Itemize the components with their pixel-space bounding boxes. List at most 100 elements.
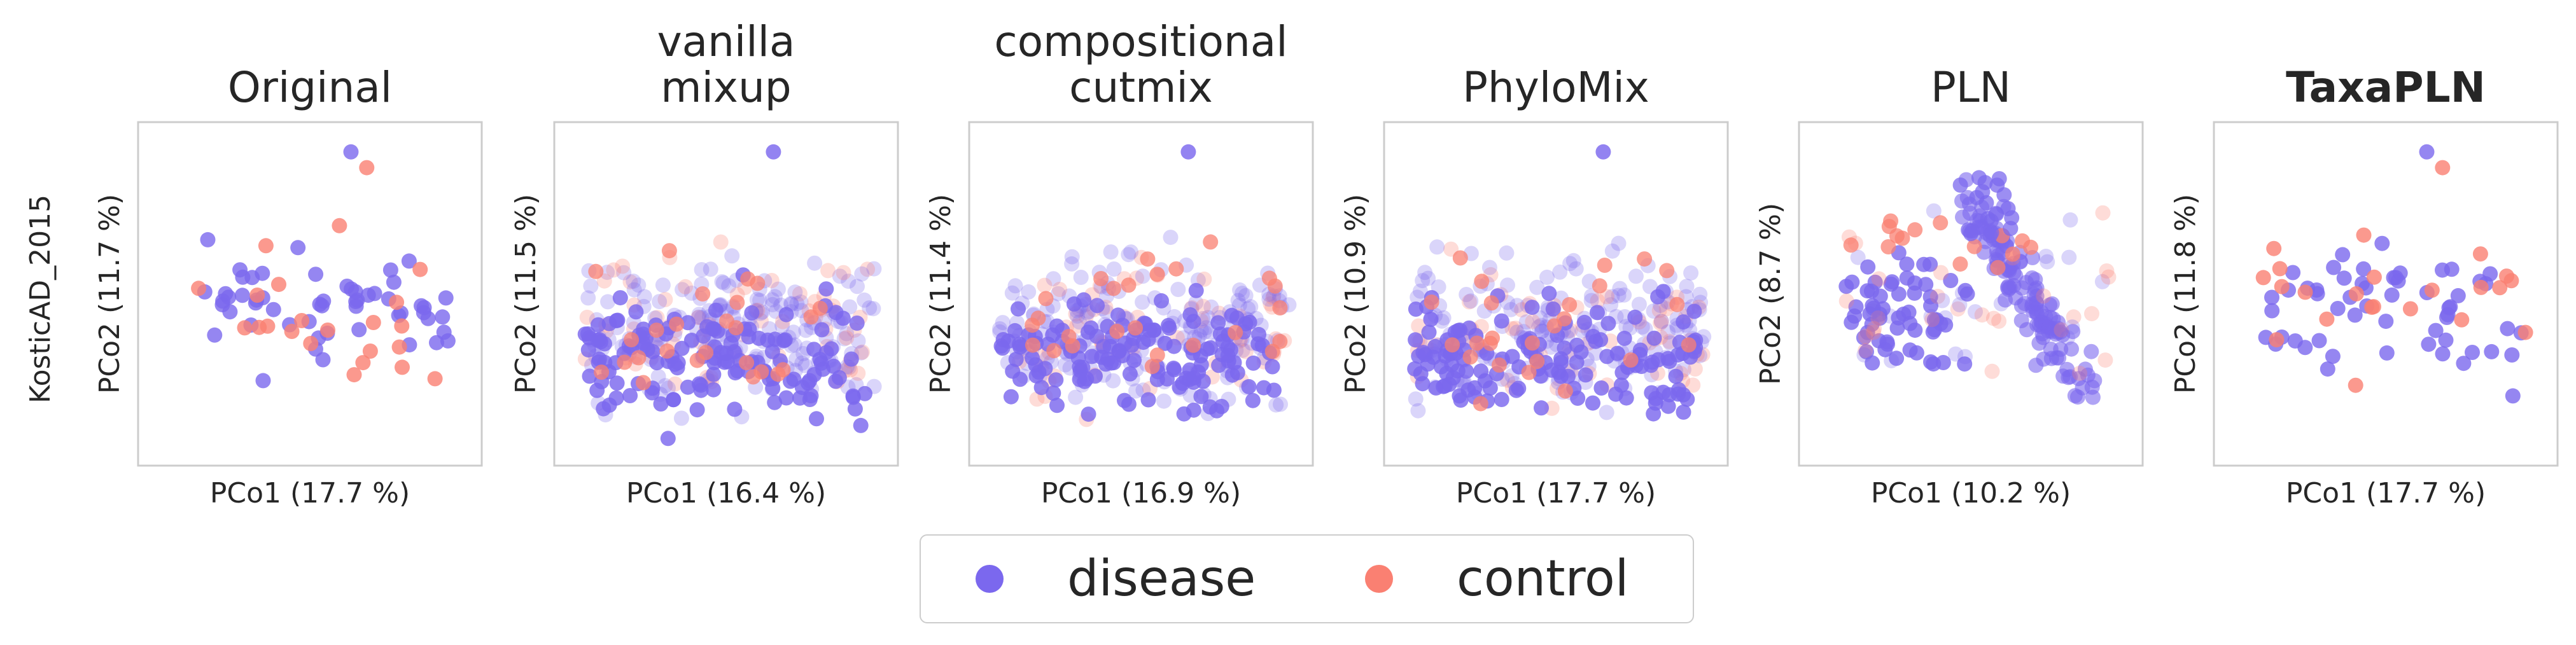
point-disease xyxy=(1676,404,1691,420)
point-control xyxy=(1149,267,1165,282)
point-disease xyxy=(1046,385,1061,401)
point-disease xyxy=(1066,296,1082,312)
legend-label-disease: disease xyxy=(1067,550,1256,607)
point-control xyxy=(1128,320,1144,336)
point-control xyxy=(1483,295,1499,311)
point-control xyxy=(365,315,381,330)
point-disease xyxy=(1224,307,1240,323)
point-disease xyxy=(1240,301,1256,317)
point-disease xyxy=(1604,289,1620,305)
point-control xyxy=(1952,256,1968,272)
point-disease xyxy=(847,401,863,417)
point-control xyxy=(1590,293,1606,309)
point-disease xyxy=(1447,324,1463,340)
point-disease xyxy=(1215,333,1231,349)
point-disease xyxy=(1089,298,1105,314)
point-control xyxy=(2424,282,2440,298)
point-disease xyxy=(2038,309,2054,324)
point-disease xyxy=(1126,352,1142,368)
point-control xyxy=(1681,337,1697,353)
point-disease xyxy=(589,382,605,398)
point-disease xyxy=(1504,349,1520,364)
point-disease xyxy=(2087,373,2103,389)
point-control xyxy=(1871,271,1887,287)
legend: disease control xyxy=(920,534,1694,623)
point-disease xyxy=(691,307,707,322)
point-control xyxy=(588,263,604,279)
point-disease xyxy=(845,388,861,404)
point-control xyxy=(362,343,378,359)
point-control xyxy=(1687,361,1703,377)
point-disease xyxy=(2044,296,2060,312)
point-disease xyxy=(1952,297,1968,313)
point-disease xyxy=(1411,348,1427,364)
point-control xyxy=(1474,274,1490,289)
point-disease xyxy=(2356,261,2372,277)
point-disease xyxy=(1238,316,1254,331)
point-control xyxy=(2356,227,2372,243)
point-disease xyxy=(787,284,803,300)
point-control xyxy=(661,243,677,259)
point-disease xyxy=(1883,276,1899,292)
point-disease xyxy=(636,289,652,305)
point-control xyxy=(1651,303,1667,318)
point-control xyxy=(1195,298,1211,314)
point-disease xyxy=(2465,345,2480,360)
point-disease xyxy=(2004,210,2020,226)
point-disease xyxy=(794,355,810,371)
point-disease xyxy=(1156,393,1172,409)
point-disease xyxy=(1553,354,1569,370)
point-disease xyxy=(760,332,776,348)
point-control xyxy=(1491,357,1507,373)
point-disease xyxy=(684,332,699,348)
panel-title: compositional xyxy=(994,17,1287,66)
point-control xyxy=(1525,314,1541,329)
point-disease xyxy=(1954,285,1970,301)
point-control xyxy=(689,352,705,368)
point-disease xyxy=(1163,230,1179,246)
point-disease xyxy=(2085,389,2101,405)
point-disease xyxy=(1850,249,1866,265)
point-disease xyxy=(600,294,616,310)
y-axis-label: PCo2 (11.7 %) xyxy=(94,194,126,394)
point-control xyxy=(1933,215,1949,231)
point-control xyxy=(191,281,207,296)
point-control xyxy=(2036,288,2052,304)
point-disease xyxy=(1539,269,1555,285)
point-control xyxy=(1653,315,1669,331)
point-disease xyxy=(1481,260,1497,275)
point-disease xyxy=(1968,304,1983,320)
point-disease xyxy=(1188,282,1204,298)
point-disease xyxy=(2264,303,2280,319)
point-disease xyxy=(823,341,839,357)
point-disease xyxy=(1943,273,1959,288)
point-control xyxy=(1562,297,1578,312)
point-disease xyxy=(1896,306,1912,322)
point-disease xyxy=(723,335,739,351)
x-axis-label: PCo1 (16.9 %) xyxy=(1041,477,1241,510)
point-disease xyxy=(1954,193,1970,209)
point-disease xyxy=(1437,378,1453,394)
point-disease xyxy=(1511,380,1527,396)
point-disease xyxy=(1429,239,1445,255)
point-disease xyxy=(2264,289,2279,305)
point-disease xyxy=(1494,392,1509,407)
point-disease xyxy=(1412,283,1428,299)
point-control xyxy=(2272,261,2288,277)
point-disease xyxy=(1524,300,1540,316)
point-disease xyxy=(1686,303,1702,319)
point-disease xyxy=(1408,332,1424,348)
point-disease xyxy=(1518,314,1534,330)
point-control xyxy=(1046,343,1062,359)
point-control xyxy=(320,322,335,338)
point-disease xyxy=(1552,264,1568,280)
point-disease xyxy=(2075,380,2090,396)
point-disease xyxy=(1012,339,1028,355)
point-disease xyxy=(1616,330,1632,346)
point-disease xyxy=(715,275,731,291)
point-control xyxy=(1025,337,1040,353)
point-disease xyxy=(661,380,676,396)
point-disease xyxy=(1948,346,1964,362)
point-disease xyxy=(386,274,402,290)
